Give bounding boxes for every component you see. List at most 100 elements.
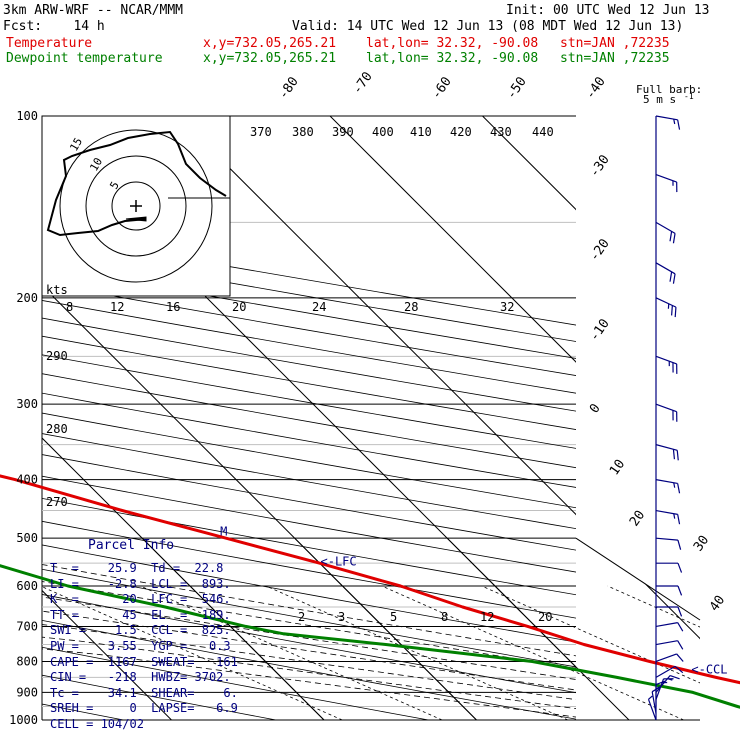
wind-barb-flag xyxy=(677,483,681,494)
isotherm-ext-20 xyxy=(599,537,700,720)
parcel-info-row: SREH = 0 LAPSE= 6.9 xyxy=(50,701,238,716)
temperature-legend-label: Temperature xyxy=(6,36,93,51)
mixing-ratio-label-8: 8 xyxy=(441,610,448,624)
wind-barb-flag xyxy=(677,640,684,650)
barb-legend-unit: 5 m s xyxy=(643,93,676,106)
wind-barb-staff xyxy=(655,221,676,234)
mixing-ratio-label-20: 20 xyxy=(538,610,552,624)
temperature-legend-station: stn=JAN ,72235 xyxy=(560,36,670,51)
parcel-info-row: CIN = -218 HWBZ= 3702. xyxy=(50,670,231,685)
wind-barb xyxy=(655,640,684,650)
temperature-legend-latlon: lat,lon= 32.32, -90.08 xyxy=(366,36,539,51)
dry-adiabat-410 xyxy=(42,335,576,430)
dry-adiabat-400 xyxy=(42,354,576,449)
dry-adiabat-440 xyxy=(42,282,576,376)
wind-barb-flag xyxy=(674,665,684,674)
pressure-label-500: 500 xyxy=(16,531,38,545)
dry-adiabat-310 xyxy=(42,544,576,643)
dewpoint-legend-latlon: lat,lon= 32.32, -90.08 xyxy=(366,51,539,66)
isotherm-20 xyxy=(177,116,576,516)
mixing-ratio-2 xyxy=(42,585,343,720)
theta-e-label-390: 390 xyxy=(332,125,354,139)
wind-barb xyxy=(655,262,676,284)
wind-barb-flag xyxy=(669,271,673,282)
isotherm-label--10: -10 xyxy=(587,316,613,344)
hodo-speed-label-32: 32 xyxy=(500,300,514,314)
parcel-info-row: CAPE = 1167 SWEAT= 161 xyxy=(50,654,238,669)
hodograph-ring-2 xyxy=(59,129,213,283)
wind-barb-flag xyxy=(669,674,680,680)
wind-barb xyxy=(655,537,682,550)
wind-barb-flag xyxy=(667,677,673,681)
wind-barb-staff xyxy=(647,699,657,721)
pressure-label-300: 300 xyxy=(16,397,38,411)
hodo-speed-label-24: 24 xyxy=(312,300,326,314)
theta-label-290: 290 xyxy=(46,349,68,363)
pressure-label-200: 200 xyxy=(16,291,38,305)
model-title: 3km ARW-WRF -- NCAR/MMM xyxy=(3,3,184,18)
parcel-info-row: PW = 3.55 YGP = 0.3 xyxy=(50,639,231,653)
pressure-label-400: 400 xyxy=(16,473,38,487)
wind-barb-staff xyxy=(655,479,678,485)
isotherm-ext-0 xyxy=(294,537,477,720)
init-time: Init: 00 UTC Wed 12 Jun 13 xyxy=(506,3,710,18)
wind-barb-flag xyxy=(677,514,681,525)
pressure-label-700: 700 xyxy=(16,619,38,633)
wind-barb xyxy=(655,509,681,525)
wind-barb xyxy=(647,695,657,721)
pressure-label-100: 100 xyxy=(16,109,38,123)
isotherm-label-0: 0 xyxy=(587,401,604,416)
dry-adiabat-430 xyxy=(42,300,576,394)
hodograph-ring-label-15: 15 xyxy=(67,136,85,154)
wind-barb xyxy=(655,653,684,663)
wind-barb-flag xyxy=(677,585,683,596)
isotherm--20 xyxy=(42,589,172,720)
isotherm-label--60: -60 xyxy=(429,74,455,102)
wind-barb xyxy=(655,297,677,318)
wind-barb-staff xyxy=(655,297,677,308)
wind-barb-flag xyxy=(672,233,676,244)
wind-barbs xyxy=(647,115,684,721)
theta-e-label-430: 430 xyxy=(490,125,512,139)
mixing-ratio-8 xyxy=(381,585,684,720)
hodograph-ring-1 xyxy=(85,155,187,257)
barb-legend-exponent: -1 xyxy=(684,92,694,101)
level-marker-ccl: <-CCL xyxy=(691,663,727,677)
mixing-ratio-label-2: 2 xyxy=(298,610,305,624)
theta-e-label-380: 380 xyxy=(292,125,314,139)
dry-adiabat-450 xyxy=(42,265,576,359)
hodograph-low-level-wedge xyxy=(125,216,147,222)
wind-barb xyxy=(655,622,684,632)
wind-barb-staff xyxy=(655,403,677,413)
wind-barb xyxy=(656,606,683,617)
wind-barb-staff xyxy=(655,355,677,365)
pressure-label-900: 900 xyxy=(16,685,38,699)
wind-barb-flag xyxy=(672,449,676,460)
theta-e-label-440: 440 xyxy=(532,125,554,139)
wind-barb xyxy=(656,585,683,596)
wind-barb-flag xyxy=(648,695,653,700)
wind-barb-staff xyxy=(655,262,676,275)
wind-barb-staff xyxy=(655,665,676,678)
dry-adiabat-270 xyxy=(42,646,429,720)
isotherm-label--20: -20 xyxy=(587,236,613,264)
isotherm-label--30: -30 xyxy=(587,152,613,180)
isotherm-30 xyxy=(329,116,576,363)
wind-barb xyxy=(655,479,681,494)
hodo-speed-label-28: 28 xyxy=(404,300,418,314)
hodo-speed-label-20: 20 xyxy=(232,300,246,314)
hodograph-trace xyxy=(46,130,227,237)
dewpoint-legend-station: stn=JAN ,72235 xyxy=(560,51,670,66)
wind-barb-flag xyxy=(673,482,676,488)
wind-barb-flag xyxy=(676,450,679,461)
dry-adiabat-420 xyxy=(42,317,576,412)
wind-barb xyxy=(655,355,678,374)
wind-barb-staff xyxy=(655,509,678,515)
hodo-speed-label-12: 12 xyxy=(110,300,124,314)
wind-barb-flag xyxy=(655,680,666,686)
level-marker-lfc: <-LFC xyxy=(321,554,357,568)
hodograph-ring-label-10: 10 xyxy=(87,156,105,174)
isotherm-label-30: 30 xyxy=(691,533,712,554)
wind-barb-flag xyxy=(673,119,676,125)
